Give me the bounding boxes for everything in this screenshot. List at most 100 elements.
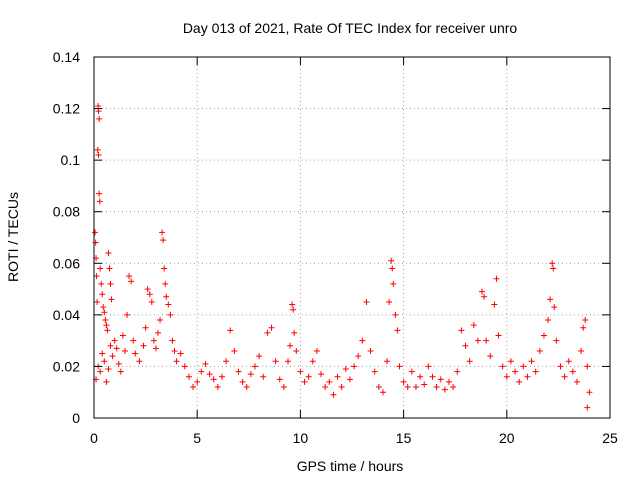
data-point xyxy=(239,378,246,385)
data-point xyxy=(101,358,108,365)
data-point xyxy=(584,404,591,411)
data-point xyxy=(152,345,159,352)
data-point xyxy=(251,363,258,370)
data-point xyxy=(516,378,523,385)
data-point xyxy=(150,337,157,344)
data-point xyxy=(227,327,234,334)
data-point xyxy=(160,237,167,244)
data-point xyxy=(342,366,349,373)
data-point xyxy=(105,249,112,256)
data-point xyxy=(441,386,448,393)
data-point xyxy=(351,363,358,370)
data-point xyxy=(491,301,498,308)
data-point xyxy=(454,368,461,375)
data-point xyxy=(290,306,297,313)
data-point xyxy=(481,293,488,300)
data-point xyxy=(111,337,118,344)
data-point xyxy=(94,298,101,305)
data-point xyxy=(553,337,560,344)
plot-frame xyxy=(93,56,611,419)
data-point xyxy=(167,311,174,318)
data-point xyxy=(136,358,143,365)
data-point xyxy=(503,373,510,380)
data-point xyxy=(493,275,500,282)
x-tick-label: 20 xyxy=(499,430,515,446)
data-point xyxy=(433,384,440,391)
data-point xyxy=(102,317,109,324)
data-point xyxy=(214,384,221,391)
data-point xyxy=(223,358,230,365)
data-point xyxy=(355,353,362,360)
data-point xyxy=(124,311,131,318)
data-point xyxy=(330,391,337,398)
data-point xyxy=(202,360,209,367)
data-point xyxy=(235,368,242,375)
data-point xyxy=(586,389,593,396)
data-point xyxy=(107,280,114,287)
data-point xyxy=(247,371,254,378)
data-point xyxy=(171,347,178,354)
y-tick-label: 0 xyxy=(72,410,80,426)
data-point xyxy=(584,363,591,370)
data-point xyxy=(113,345,120,352)
data-point xyxy=(218,373,225,380)
data-point xyxy=(450,384,457,391)
data-point xyxy=(487,353,494,360)
data-point xyxy=(95,108,102,115)
axis-ticks: 0 5 10 15 20 25 0 0.02 0.04 0.06 0.08 0.1 0.12 0.14 xyxy=(53,49,618,446)
data-point xyxy=(388,257,395,264)
data-point xyxy=(198,368,205,375)
data-point xyxy=(297,368,304,375)
data-point xyxy=(177,350,184,357)
data-point xyxy=(117,368,124,375)
data-point xyxy=(390,280,397,287)
data-point xyxy=(231,347,238,354)
data-point xyxy=(512,368,519,375)
data-point xyxy=(396,363,403,370)
data-point xyxy=(98,280,105,287)
data-point xyxy=(540,332,547,339)
data-point xyxy=(94,146,101,153)
y-tick-label: 0.02 xyxy=(53,358,80,374)
y-tick-label: 0.1 xyxy=(61,152,81,168)
data-point xyxy=(394,327,401,334)
data-point xyxy=(97,265,104,272)
data-point xyxy=(92,229,99,236)
data-point xyxy=(109,353,116,360)
data-point xyxy=(528,358,535,365)
data-point xyxy=(272,358,279,365)
data-point xyxy=(437,376,444,383)
data-point xyxy=(532,368,539,375)
data-point xyxy=(561,373,568,380)
data-point xyxy=(573,378,580,385)
x-tick-label: 15 xyxy=(396,430,412,446)
data-point xyxy=(268,324,275,331)
data-point xyxy=(582,317,589,324)
data-point xyxy=(367,347,374,354)
data-point xyxy=(99,350,106,357)
data-point xyxy=(549,260,556,267)
data-point xyxy=(384,358,391,365)
data-point xyxy=(392,311,399,318)
data-point xyxy=(305,373,312,380)
data-point xyxy=(301,378,308,385)
data-point xyxy=(536,347,543,354)
data-point xyxy=(417,373,424,380)
data-point xyxy=(194,378,201,385)
data-point xyxy=(346,376,353,383)
data-point xyxy=(580,324,587,331)
data-point xyxy=(287,342,294,349)
data-point xyxy=(291,329,298,336)
data-point xyxy=(107,342,114,349)
x-tick-label: 0 xyxy=(90,430,98,446)
data-point xyxy=(190,384,197,391)
data-point xyxy=(285,358,292,365)
x-axis-label: GPS time / hours xyxy=(297,458,404,474)
data-point xyxy=(379,389,386,396)
data-point xyxy=(276,376,283,383)
data-point xyxy=(103,378,110,385)
data-point xyxy=(95,151,102,158)
data-point xyxy=(557,363,564,370)
